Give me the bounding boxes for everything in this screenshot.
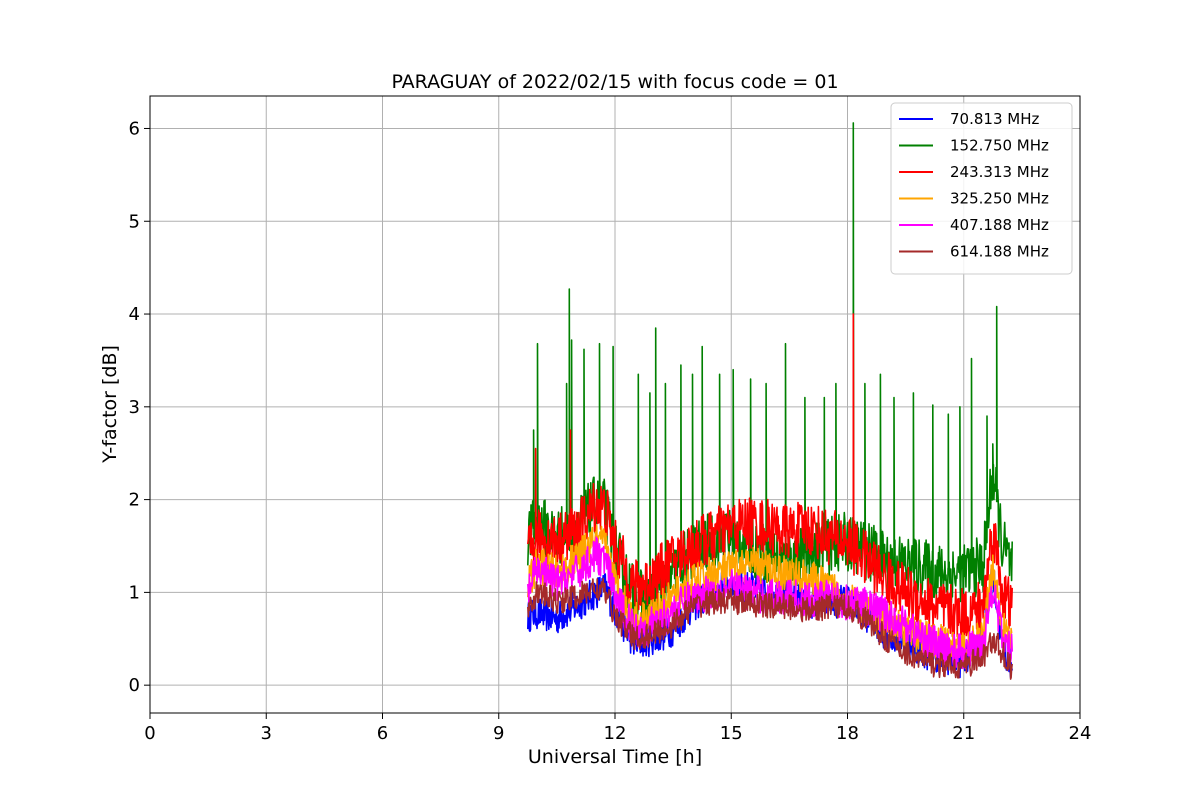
legend: 70.813 MHz 152.750 MHz 243.313 MHz 325.250 … bbox=[890, 102, 1073, 275]
legend-entry: 407.188 MHz bbox=[950, 216, 1049, 234]
series-line bbox=[527, 577, 1013, 680]
legend-entry: 614.188 MHz bbox=[950, 243, 1049, 261]
x-tick-label: 24 bbox=[1069, 723, 1092, 744]
series-line bbox=[527, 313, 1013, 642]
legend-entry: 152.750 MHz bbox=[950, 137, 1049, 155]
x-tick-label: 6 bbox=[377, 723, 388, 744]
x-tick-label: 21 bbox=[952, 723, 975, 744]
y-tick-label: 3 bbox=[129, 397, 140, 418]
legend-entry: 243.313 MHz bbox=[950, 163, 1049, 181]
y-tick-label: 1 bbox=[129, 582, 140, 603]
x-tick-label: 18 bbox=[836, 723, 859, 744]
legend-entry: 325.250 MHz bbox=[950, 190, 1049, 208]
y-axis-label: Y-factor [dB] bbox=[99, 345, 121, 464]
y-tick-label: 4 bbox=[129, 304, 140, 325]
y-tick-label: 6 bbox=[129, 118, 140, 139]
legend-box bbox=[890, 102, 1073, 275]
x-tick-label: 12 bbox=[604, 723, 627, 744]
x-axis-label: Universal Time [h] bbox=[528, 746, 702, 768]
x-tick-label: 0 bbox=[144, 723, 155, 744]
x-tick-label: 9 bbox=[493, 723, 504, 744]
chart-title: PARAGUAY of 2022/02/15 with focus code =… bbox=[391, 71, 838, 93]
y-axis: 0 1 2 3 4 5 6 bbox=[129, 118, 150, 696]
y-tick-label: 0 bbox=[129, 675, 140, 696]
x-tick-label: 3 bbox=[261, 723, 272, 744]
legend-entry: 70.813 MHz bbox=[950, 110, 1039, 128]
series-layer bbox=[527, 122, 1013, 680]
x-tick-label: 15 bbox=[720, 723, 743, 744]
x-axis: 0 3 6 9 12 15 18 21 24 bbox=[144, 713, 1091, 744]
y-tick-label: 5 bbox=[129, 211, 140, 232]
y-tick-label: 2 bbox=[129, 490, 140, 511]
